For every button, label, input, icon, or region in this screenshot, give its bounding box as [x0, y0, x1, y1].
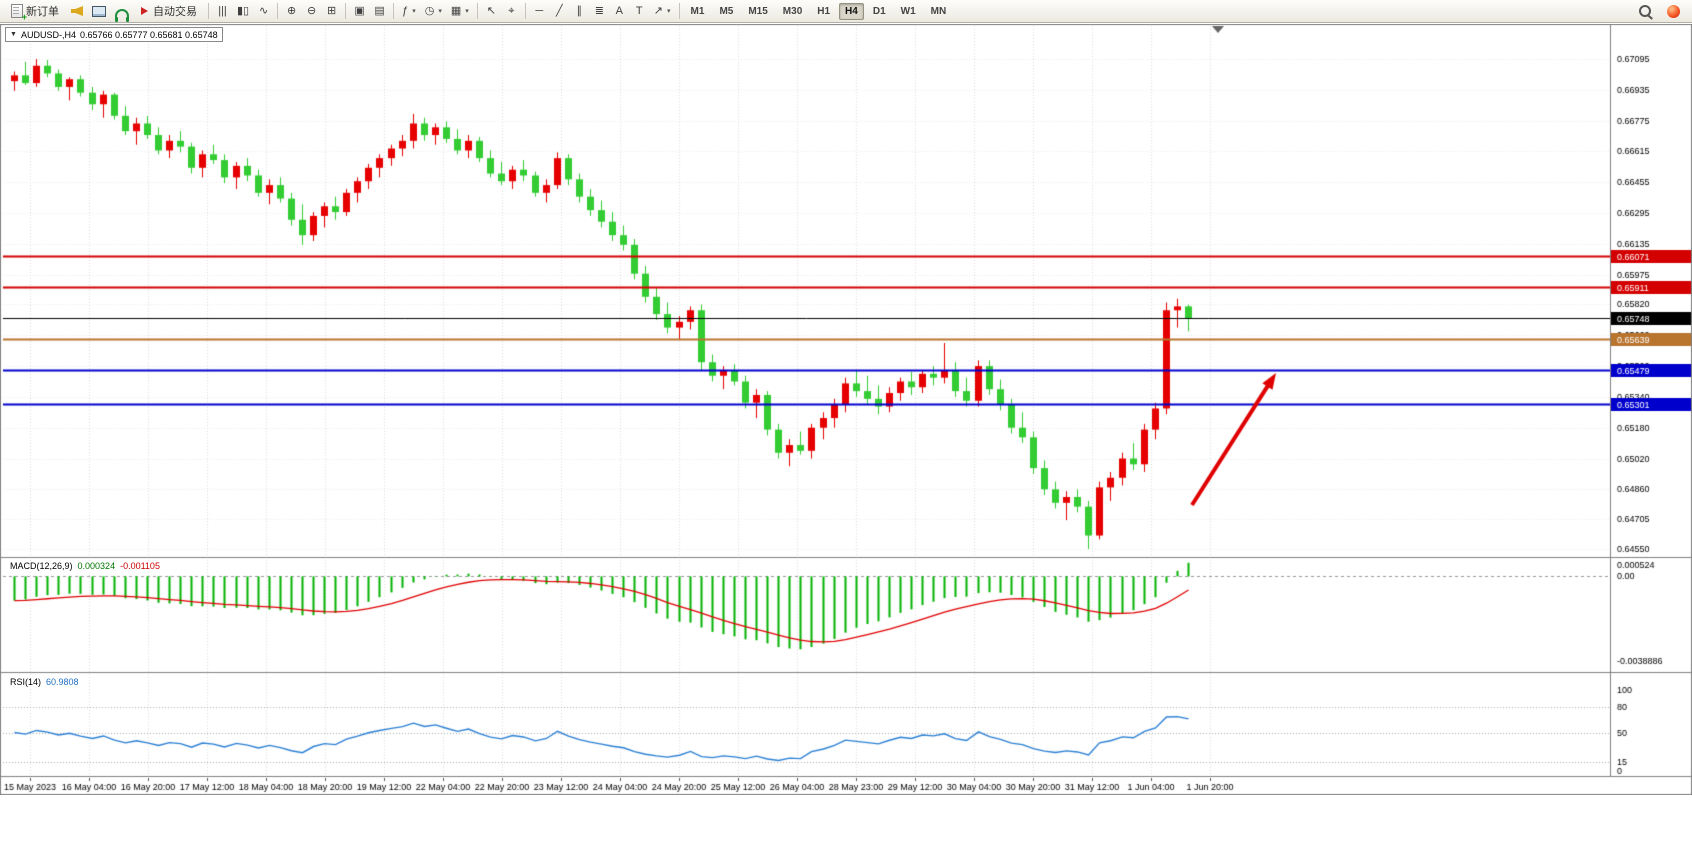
- periods-button[interactable]: ◷ ▾: [421, 2, 446, 21]
- red-circle-icon: [1667, 4, 1680, 18]
- timeframe-h1-button[interactable]: H1: [811, 3, 836, 20]
- arrows-tool-icon: ↗: [653, 4, 664, 17]
- line-chart-button[interactable]: ∿: [254, 2, 273, 21]
- crosshair-icon: ⌖: [508, 4, 515, 17]
- candlestick-chart-icon: ▮▯: [237, 4, 250, 17]
- timeframe-m1-button[interactable]: M1: [685, 3, 711, 20]
- arrange-horizontal-button[interactable]: ▤: [370, 2, 389, 21]
- new-order-button[interactable]: 新订单: [4, 2, 66, 22]
- headset-button[interactable]: [111, 2, 133, 22]
- cursor-button[interactable]: ↖: [482, 2, 501, 21]
- new-order-label: 新订单: [26, 6, 59, 18]
- cursor-icon: ↖: [486, 4, 496, 17]
- add-indicator-icon: ƒ: [402, 4, 409, 17]
- rsi-value: 60.9808: [46, 677, 79, 687]
- auto-trading-label: 自动交易: [153, 6, 197, 18]
- fibonacci-icon: ≣: [594, 4, 604, 17]
- macd-indicator-label: MACD(12,26,9) 0.000324 -0.001105: [8, 561, 162, 571]
- toolbar: 新订单自动交易|||▮▯∿⊕⊖⊞▣▤ƒ▾◷▾▦▾↖⌖─╱∥≣AT↗▾M1M5M1…: [0, 0, 1692, 23]
- tile-windows-button[interactable]: ⊞: [322, 2, 341, 21]
- text-button[interactable]: A: [610, 2, 629, 21]
- rsi-name: RSI(14): [10, 677, 42, 687]
- speaker-icon: [71, 6, 83, 16]
- rsi-indicator-label: RSI(14) 60.9808: [8, 677, 81, 687]
- zoom-out-icon: ⊖: [307, 4, 317, 17]
- timeframe-h4-button[interactable]: H4: [839, 2, 864, 20]
- price-chart-canvas[interactable]: [0, 24, 1692, 795]
- templates-icon: ▦: [450, 4, 462, 17]
- search-button[interactable]: [1635, 2, 1655, 21]
- crosshair-button[interactable]: ⌖: [502, 2, 521, 21]
- trendline-icon: ╱: [555, 4, 563, 17]
- toolbar-separator: [277, 3, 279, 19]
- toolbar-separator: [524, 3, 526, 19]
- text-icon: A: [615, 4, 623, 17]
- macd-name: MACD(12,26,9): [10, 561, 73, 571]
- ohlc-values: 0.65766 0.65777 0.65681 0.65748: [79, 29, 218, 40]
- bar-chart-button[interactable]: |||: [213, 2, 232, 21]
- text-label-button[interactable]: T: [630, 2, 649, 21]
- arrange-horizontal-icon: ▤: [374, 4, 385, 17]
- horizontal-line-icon: ─: [535, 4, 544, 17]
- equidistant-channel-button[interactable]: ∥: [570, 2, 589, 21]
- symbol-timeframe-label: AUDUSD-,H4: [20, 29, 76, 40]
- periods-icon: ◷: [424, 4, 435, 17]
- search-icon: [1639, 5, 1651, 17]
- zoom-in-button[interactable]: ⊕: [282, 2, 301, 21]
- data-window-icon: [92, 5, 106, 17]
- timeframe-m30-button[interactable]: M30: [777, 3, 808, 20]
- chevron-down-icon: ▾: [465, 8, 469, 15]
- data-window-button[interactable]: [88, 2, 110, 21]
- symbol-dropdown-icon: ▼: [10, 31, 17, 38]
- notification-button[interactable]: [1663, 2, 1684, 21]
- candlestick-chart-button[interactable]: ▮▯: [233, 2, 253, 21]
- toolbar-separator: [208, 3, 209, 19]
- toolbar-separator: [393, 3, 395, 19]
- templates-button[interactable]: ▦ ▾: [447, 2, 473, 21]
- add-indicator-button[interactable]: ƒ ▾: [398, 2, 420, 21]
- symbol-selector[interactable]: ▼ AUDUSD-,H4 0.65766 0.65777 0.65681 0.6…: [5, 27, 223, 42]
- macd-signal-value: -0.001105: [120, 561, 160, 571]
- timeframe-w1-button[interactable]: W1: [895, 3, 922, 20]
- equidistant-channel-icon: ∥: [576, 4, 583, 17]
- cascade-windows-icon: ▣: [354, 4, 365, 17]
- timeframe-d1-button[interactable]: D1: [867, 3, 892, 20]
- timeframe-m5-button[interactable]: M5: [713, 3, 739, 20]
- macd-main-value: 0.000324: [77, 561, 116, 571]
- trendline-button[interactable]: ╱: [550, 2, 569, 21]
- chevron-down-icon: ▾: [438, 8, 442, 15]
- chevron-down-icon: ▾: [667, 8, 671, 15]
- arrows-tool-button[interactable]: ↗ ▾: [650, 2, 675, 21]
- speaker-button[interactable]: [67, 2, 87, 21]
- zoom-out-button[interactable]: ⊖: [302, 2, 321, 21]
- line-chart-icon: ∿: [259, 4, 269, 17]
- new-order-icon: [11, 4, 27, 22]
- fibonacci-button[interactable]: ≣: [590, 2, 609, 21]
- timeframe-m15-button[interactable]: M15: [742, 3, 773, 20]
- toolbar-separator: [678, 3, 680, 19]
- toolbar-separator: [476, 3, 478, 19]
- auto-trading-icon: [141, 7, 152, 15]
- text-label-icon: T: [635, 4, 643, 17]
- toolbar-right-group: [1635, 2, 1688, 21]
- chevron-down-icon: ▾: [412, 8, 416, 15]
- headset-icon: [115, 8, 129, 22]
- cascade-windows-button[interactable]: ▣: [350, 2, 369, 21]
- timeframe-mn-button[interactable]: MN: [925, 3, 953, 20]
- bar-chart-icon: |||: [218, 4, 227, 17]
- horizontal-line-button[interactable]: ─: [530, 2, 549, 21]
- auto-trading-button[interactable]: 自动交易: [134, 2, 204, 21]
- zoom-in-icon: ⊕: [287, 4, 297, 17]
- toolbar-separator: [345, 3, 347, 19]
- chart-window: ▼ AUDUSD-,H4 0.65766 0.65777 0.65681 0.6…: [0, 24, 1692, 795]
- tile-windows-icon: ⊞: [327, 4, 337, 17]
